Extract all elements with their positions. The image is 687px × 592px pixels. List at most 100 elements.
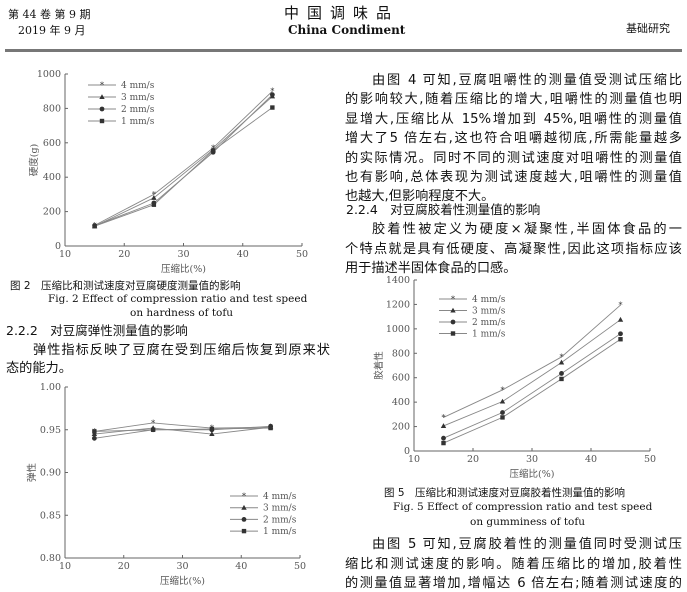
series-line (443, 319, 621, 427)
y-tick-label: 0.95 (40, 425, 61, 436)
paragraph-line: 弹性指标反映了豆腐在受到压缩后恢复到原来状 (33, 343, 330, 358)
y-tick-label: 0 (404, 446, 410, 457)
series-star: * * * * (93, 87, 275, 230)
series-square (92, 425, 273, 434)
x-tick-label: 20 (467, 454, 479, 465)
legend-label: 4 mm/s (263, 492, 297, 502)
data-point (150, 427, 156, 432)
y-axis-label: 硬度(g) (28, 144, 40, 177)
legend-marker (99, 106, 105, 112)
legend-marker (450, 331, 456, 336)
heading-2-2-4: 2.2.4 对豆腐胶着性测量值的影响 (346, 202, 541, 217)
legend-marker: * (242, 492, 246, 501)
x-tick-label: 10 (408, 454, 420, 465)
series-line (443, 338, 621, 444)
series-circle (441, 331, 623, 441)
legend-label: 1 mm/s (472, 330, 506, 340)
legend-marker (99, 118, 105, 124)
data-point (209, 427, 215, 433)
paragraph-line: 也越大,但影响程度不大。 (345, 189, 495, 204)
paragraph-line: 显增大,压缩比从 15%增加到 45%,咀嚼性的测量值 (345, 112, 682, 127)
y-tick-label: 200 (392, 422, 410, 433)
x-tick-label: 20 (118, 249, 130, 260)
series-line (94, 107, 273, 227)
y-tick-label: 600 (43, 138, 61, 149)
legend-label: 1 mm/s (121, 117, 155, 127)
legend-label: 4 mm/s (472, 295, 506, 305)
paragraph-line: 胶着性被定义为硬度×凝聚性,半固体食品的一 (372, 222, 682, 237)
fig2-caption-en: Fig. 2 Effect of compression ratio and t… (48, 293, 308, 305)
data-point (499, 398, 506, 404)
series-line (94, 426, 271, 435)
volume-issue: 第 44 卷 第 9 期 (8, 8, 91, 21)
legend-label: 3 mm/s (472, 307, 506, 317)
data-point (209, 426, 215, 432)
data-point (500, 415, 505, 420)
legend-label: 1 mm/s (263, 527, 297, 537)
series-square (441, 337, 623, 446)
data-point: * (211, 144, 215, 153)
journal-title-en: China Condiment (288, 23, 406, 37)
y-tick-label: 400 (43, 172, 61, 183)
legend-marker: * (451, 295, 455, 304)
legend-label: 4 mm/s (121, 81, 155, 91)
data-point (440, 423, 447, 428)
x-tick-label: 40 (585, 454, 597, 465)
data-point: * (93, 221, 97, 230)
y-tick-label: 1000 (386, 324, 410, 335)
data-point (209, 431, 215, 437)
y-tick-label: 1.00 (40, 382, 61, 393)
data-point (618, 337, 623, 342)
series-star: * * * * (92, 419, 272, 437)
fig2-caption-en-2: on hardness of tofu (130, 307, 234, 319)
x-tick-label: 30 (177, 249, 189, 260)
y-axis-label: 胶着性 (373, 351, 385, 380)
series-line (94, 425, 271, 439)
series-triangle (91, 424, 274, 437)
data-point (269, 93, 276, 99)
data-point (210, 148, 216, 153)
data-point (559, 371, 564, 376)
data-point (500, 410, 505, 415)
y-tick-label: 200 (43, 207, 61, 218)
y-tick-label: 800 (43, 103, 61, 114)
paragraph-line: 的实际情况。同时不同的测试速度对咀嚼性的测量值 (345, 151, 682, 166)
y-tick-label: 1000 (37, 69, 61, 80)
y-tick-label: 0.90 (40, 468, 61, 479)
data-point: * (210, 424, 214, 433)
data-point (558, 359, 565, 365)
x-tick-label: 50 (294, 561, 306, 572)
series-line (94, 90, 273, 226)
y-tick-label: 600 (392, 373, 410, 384)
data-point (618, 331, 623, 337)
y-tick-label: 800 (392, 348, 410, 359)
legend-marker (241, 517, 247, 522)
series-square (92, 105, 275, 229)
paragraph-line: 由图 5 可知,豆腐胶着性的测量值同时受测试压 (372, 537, 682, 552)
x-tick-label: 40 (237, 249, 249, 260)
data-point (91, 431, 98, 437)
paragraph-line: 也有影响,总体表现为测试速度越大,咀嚼性的测量值 (345, 170, 682, 185)
x-axis-label: 压缩比(%) (160, 575, 205, 587)
x-tick-label: 50 (644, 454, 656, 465)
paragraph-line: 态的能力。 (6, 361, 72, 376)
y-tick-label: 0.85 (40, 510, 61, 521)
y-tick-label: 0 (55, 241, 61, 252)
legend-marker: * (100, 81, 104, 90)
series-star: * * * * (442, 301, 623, 422)
legend-label: 2 mm/s (121, 105, 155, 115)
data-point (441, 435, 446, 441)
series-line (443, 333, 621, 439)
x-tick-label: 10 (59, 561, 71, 572)
series-triangle (440, 316, 624, 428)
series-line (443, 304, 621, 418)
x-tick-label: 40 (235, 561, 247, 572)
y-tick-label: 400 (392, 397, 410, 408)
legend-marker (99, 94, 105, 99)
series-circle (91, 423, 274, 441)
paragraph-line: 个特点就是具有低硬度、高凝聚性,因此这项指标应该 (345, 242, 682, 257)
data-point (151, 195, 157, 200)
legend-label: 2 mm/s (472, 318, 506, 328)
data-point: * (619, 301, 623, 310)
data-point (617, 316, 624, 322)
